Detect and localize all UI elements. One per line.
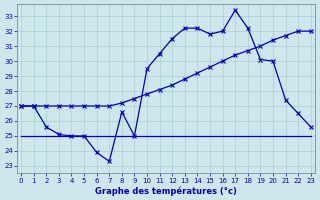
X-axis label: Graphe des températures (°c): Graphe des températures (°c)	[95, 186, 237, 196]
